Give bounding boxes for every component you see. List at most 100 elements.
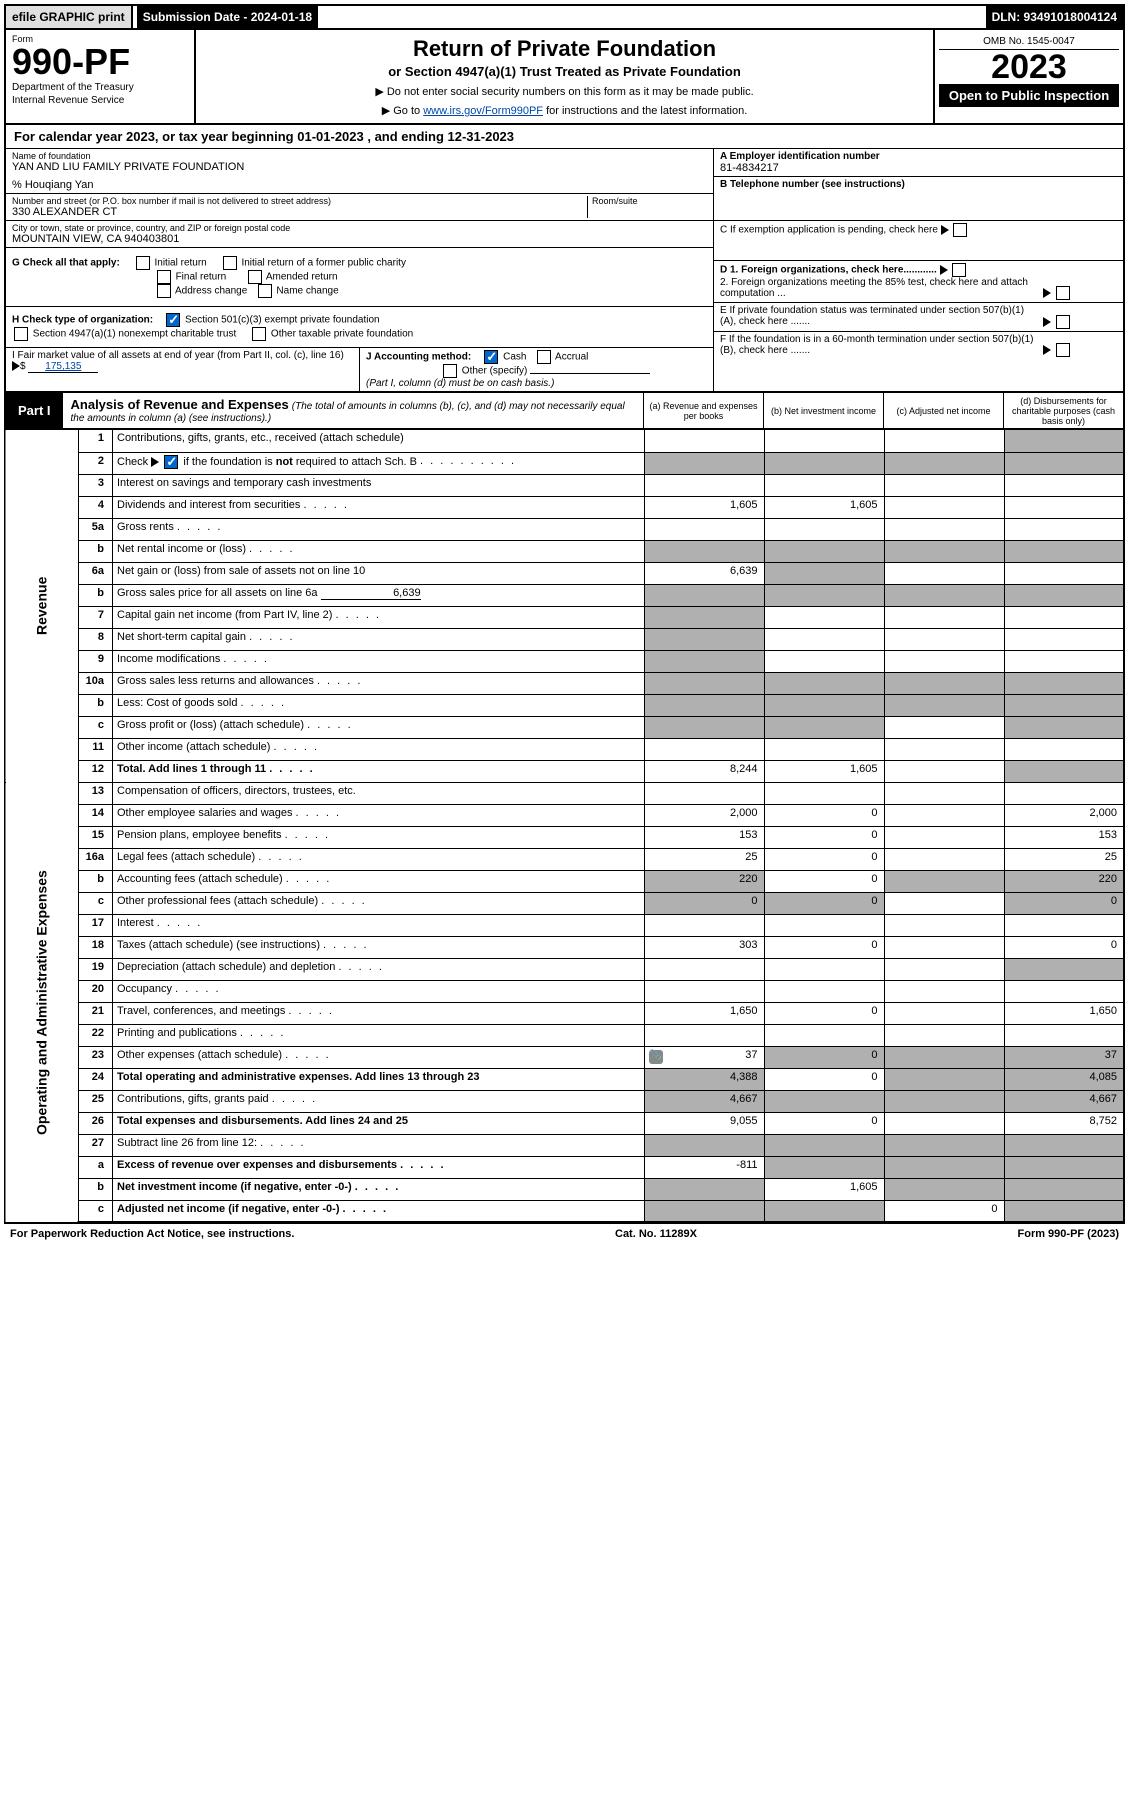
checkbox-4947[interactable] [14, 327, 28, 341]
cell-c [884, 496, 1004, 518]
line-num: 3 [79, 474, 113, 496]
cell-a [644, 474, 764, 496]
dept-treasury: Department of the Treasury [12, 82, 188, 93]
cell-a [644, 958, 764, 980]
line-num: a [79, 1156, 113, 1178]
line-desc: Net short-term capital gain [113, 628, 645, 650]
cell-a [644, 738, 764, 760]
line-num: 27 [79, 1134, 113, 1156]
checkbox-d2[interactable] [1056, 286, 1070, 300]
cell-b: 1,605 [764, 496, 884, 518]
cell-c [884, 1046, 1004, 1068]
checkbox-f[interactable] [1056, 343, 1070, 357]
arrow-icon [941, 225, 949, 235]
f-label: F If the foundation is in a 60-month ter… [720, 334, 1040, 356]
line-num: c [79, 1200, 113, 1222]
line-desc: Income modifications [113, 650, 645, 672]
checkbox-schb[interactable] [164, 455, 178, 469]
cell-d [1004, 474, 1124, 496]
form-number: 990-PF [12, 44, 188, 80]
cell-d [1004, 584, 1124, 606]
arrow-icon [940, 265, 948, 275]
table-row: cGross profit or (loss) (attach schedule… [5, 716, 1124, 738]
checkbox-final-return[interactable] [157, 270, 171, 284]
line-desc: Gross rents [113, 518, 645, 540]
cell-b [764, 540, 884, 562]
opt-final: Final return [176, 272, 227, 283]
table-row: 5aGross rents [5, 518, 1124, 540]
instr-pre: ▶ Go to [382, 105, 423, 117]
cell-b: 0 [764, 870, 884, 892]
cell-b [764, 606, 884, 628]
cell-d [1004, 452, 1124, 474]
page-footer: For Paperwork Reduction Act Notice, see … [4, 1223, 1125, 1244]
a-label: A Employer identification number [720, 151, 880, 162]
line-desc: Net gain or (loss) from sale of assets n… [113, 562, 645, 584]
care-of: % Houqiang Yan [12, 179, 707, 191]
form990pf-link[interactable]: www.irs.gov/Form990PF [423, 105, 543, 117]
cell-c [884, 628, 1004, 650]
checkbox-cash[interactable] [484, 350, 498, 364]
line-desc: Total operating and administrative expen… [113, 1068, 645, 1090]
cell-b [764, 738, 884, 760]
j-accrual: Accrual [555, 352, 588, 363]
table-row: 4Dividends and interest from securities … [5, 496, 1124, 518]
line-desc: Net investment income (if negative, ente… [113, 1178, 645, 1200]
cell-a: 220 [644, 870, 764, 892]
cell-d: 0 [1004, 892, 1124, 914]
cell-c [884, 914, 1004, 936]
checkbox-address-change[interactable] [157, 284, 171, 298]
checkbox-other-taxable[interactable] [252, 327, 266, 341]
table-row: Operating and Administrative Expenses13C… [5, 782, 1124, 804]
line-num: 12 [79, 760, 113, 782]
checkbox-d1[interactable] [952, 263, 966, 277]
line-num: 14 [79, 804, 113, 826]
cell-a [644, 980, 764, 1002]
cell-a [644, 628, 764, 650]
checkbox-amended[interactable] [248, 270, 262, 284]
checkbox-initial-return[interactable] [136, 256, 150, 270]
cell-d: 4,085 [1004, 1068, 1124, 1090]
checkbox-other-method[interactable] [443, 364, 457, 378]
cell-b: 0 [764, 826, 884, 848]
line-desc: Contributions, gifts, grants paid [113, 1090, 645, 1112]
cell-d [1004, 1178, 1124, 1200]
attachment-icon[interactable]: 📎 [649, 1050, 663, 1064]
form-title: Return of Private Foundation [202, 36, 927, 62]
fmv-value[interactable]: 175,135 [28, 361, 98, 373]
cell-a: 1,605 [644, 496, 764, 518]
cell-b [764, 716, 884, 738]
line-num: 21 [79, 1002, 113, 1024]
cell-b [764, 1134, 884, 1156]
cell-d: 25 [1004, 848, 1124, 870]
cell-c [884, 606, 1004, 628]
cell-a: 303 [644, 936, 764, 958]
footer-left: For Paperwork Reduction Act Notice, see … [10, 1228, 294, 1240]
checkbox-accrual[interactable] [537, 350, 551, 364]
cell-b: 0 [764, 1068, 884, 1090]
line-desc: Check if the foundation is not required … [113, 452, 645, 474]
arrow-icon [1043, 317, 1051, 327]
table-row: 23Other expenses (attach schedule) 📎3703… [5, 1046, 1124, 1068]
cell-a [644, 694, 764, 716]
checkbox-e[interactable] [1056, 315, 1070, 329]
checkbox-501c3[interactable] [166, 313, 180, 327]
checkbox-c[interactable] [953, 223, 967, 237]
cell-b [764, 518, 884, 540]
cell-c [884, 892, 1004, 914]
h-opt1: Section 501(c)(3) exempt private foundat… [185, 315, 380, 326]
cell-a [644, 584, 764, 606]
cell-a: 2,000 [644, 804, 764, 826]
line-num: 10a [79, 672, 113, 694]
cell-c [884, 870, 1004, 892]
checkbox-name-change[interactable] [258, 284, 272, 298]
cell-a [644, 430, 764, 452]
cell-d [1004, 496, 1124, 518]
table-row: bAccounting fees (attach schedule) 22002… [5, 870, 1124, 892]
cell-c [884, 474, 1004, 496]
line-num: b [79, 870, 113, 892]
line-num: 26 [79, 1112, 113, 1134]
checkbox-initial-former[interactable] [223, 256, 237, 270]
part1-tab: Part I [6, 393, 63, 428]
col-a-head: (a) Revenue and expenses per books [643, 393, 763, 428]
